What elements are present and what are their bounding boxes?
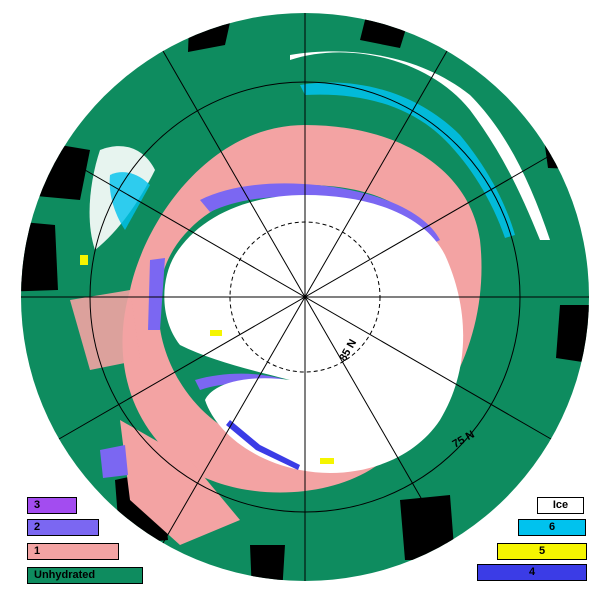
graticule	[21, 13, 589, 581]
class-4-region	[226, 420, 300, 470]
data-gap-sector	[250, 545, 285, 581]
legend-item-3: 3	[27, 497, 77, 514]
class-2-region	[100, 445, 128, 478]
legend-item-unhydrated: Unhydrated	[27, 567, 143, 584]
class-5-region	[320, 458, 334, 464]
data-gap-sector	[25, 140, 90, 200]
legend-item-6: 6	[518, 519, 586, 536]
class-1-region	[120, 420, 240, 545]
class-5-region	[210, 330, 222, 336]
legend-label-4: 4	[528, 566, 536, 578]
legend-label-6: 6	[548, 521, 556, 533]
legend-item-2: 2	[27, 519, 99, 536]
legend-item-4: 4	[477, 564, 587, 581]
legend-item-1: 1	[27, 543, 119, 560]
data-gap-sector	[400, 495, 455, 560]
legend-label-2: 2	[34, 521, 41, 533]
class-6-region	[109, 172, 150, 230]
class-2-region	[148, 258, 165, 330]
class-1-region	[70, 290, 140, 370]
legend-label-ice: Ice	[552, 499, 569, 511]
legend-label-1: 1	[34, 545, 41, 557]
class-2-region	[200, 183, 440, 245]
data-gap-sector	[540, 110, 589, 170]
legend-item-5: 5	[497, 543, 587, 560]
legend-item-ice: Ice	[537, 497, 584, 514]
class-5-region	[80, 255, 88, 265]
data-gap-sector	[21, 220, 58, 292]
meridian	[58, 154, 552, 440]
legend-label-3: 3	[34, 499, 41, 511]
legend-label-unhydrated: Unhydrated	[34, 569, 96, 581]
outer-ice-fringe	[290, 51, 550, 240]
data-gap-sector	[556, 305, 589, 365]
ice-cap	[164, 195, 464, 473]
legend-label-5: 5	[538, 545, 546, 557]
class-6-region	[300, 82, 515, 238]
